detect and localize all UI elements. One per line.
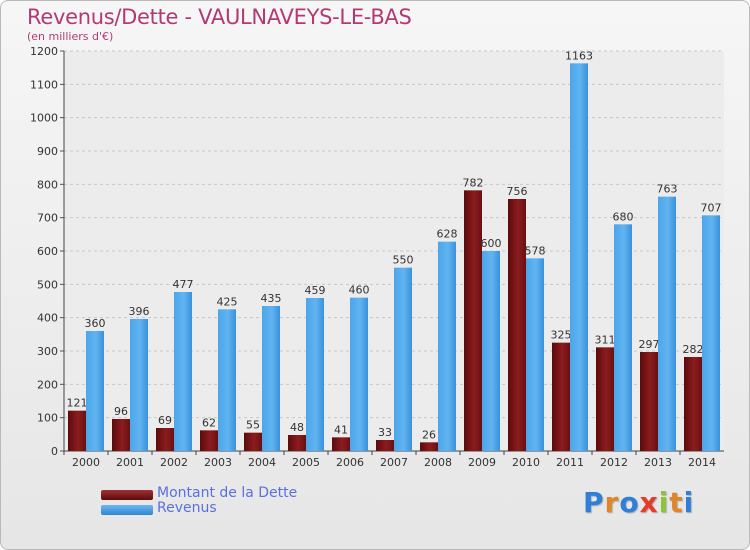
y-tick-label: 700 bbox=[37, 212, 58, 225]
y-tick-label: 0 bbox=[51, 445, 58, 458]
bar-dette bbox=[156, 428, 174, 451]
y-tick-label: 1000 bbox=[30, 112, 58, 125]
data-label-revenus: 578 bbox=[525, 244, 546, 257]
data-label-dette: 282 bbox=[683, 343, 704, 356]
data-label-dette: 41 bbox=[334, 423, 348, 436]
y-tick-label: 900 bbox=[37, 145, 58, 158]
data-label-dette: 48 bbox=[290, 421, 304, 434]
bar-dette bbox=[596, 347, 614, 451]
data-label-dette: 325 bbox=[551, 329, 572, 342]
y-tick-label: 500 bbox=[37, 278, 58, 291]
data-label-revenus: 477 bbox=[173, 278, 194, 291]
data-label-dette: 55 bbox=[246, 419, 260, 432]
data-label-dette: 69 bbox=[158, 414, 172, 427]
y-tick-label: 800 bbox=[37, 178, 58, 191]
data-label-revenus: 425 bbox=[217, 295, 238, 308]
y-tick-label: 1100 bbox=[30, 78, 58, 91]
y-tick-label: 600 bbox=[37, 245, 58, 258]
bar-revenus bbox=[658, 196, 676, 451]
x-tick-label: 2007 bbox=[380, 456, 408, 469]
data-label-revenus: 360 bbox=[85, 317, 106, 330]
bar-revenus bbox=[174, 292, 192, 451]
data-label-dette: 311 bbox=[595, 333, 616, 346]
data-label-revenus: 628 bbox=[437, 228, 458, 241]
legend-label-revenus: Revenus bbox=[157, 500, 217, 516]
bar-dette bbox=[508, 199, 526, 451]
y-tick-label: 100 bbox=[37, 412, 58, 425]
bar-dette bbox=[552, 342, 570, 451]
data-label-revenus: 550 bbox=[393, 254, 414, 267]
x-tick-label: 2001 bbox=[116, 456, 144, 469]
bar-revenus bbox=[86, 331, 104, 451]
bar-dette bbox=[112, 419, 130, 451]
x-tick-label: 2004 bbox=[248, 456, 276, 469]
x-tick-label: 2011 bbox=[556, 456, 584, 469]
data-label-dette: 33 bbox=[378, 426, 392, 439]
bar-dette bbox=[640, 352, 658, 451]
y-tick-label: 300 bbox=[37, 345, 58, 358]
bar-dette bbox=[200, 430, 218, 451]
proxiti-logo: Proxiti bbox=[583, 486, 695, 519]
x-tick-label: 2009 bbox=[468, 456, 496, 469]
bar-revenus bbox=[262, 306, 280, 451]
bar-revenus bbox=[218, 309, 236, 451]
data-label-revenus: 396 bbox=[129, 305, 150, 318]
bar-dette bbox=[244, 432, 262, 451]
data-label-revenus: 763 bbox=[657, 183, 678, 196]
y-tick-label: 200 bbox=[37, 378, 58, 391]
bar-revenus bbox=[350, 297, 368, 451]
bar-revenus bbox=[614, 224, 632, 451]
x-tick-label: 2005 bbox=[292, 456, 320, 469]
data-label-revenus: 600 bbox=[481, 237, 502, 250]
y-tick-label: 400 bbox=[37, 312, 58, 325]
bar-revenus bbox=[570, 63, 588, 451]
data-label-revenus: 707 bbox=[701, 201, 722, 214]
x-tick-label: 2012 bbox=[600, 456, 628, 469]
x-tick-label: 2008 bbox=[424, 456, 452, 469]
bar-dette bbox=[420, 442, 438, 451]
data-label-dette: 26 bbox=[422, 428, 436, 441]
legend-swatch-dette bbox=[101, 490, 153, 500]
x-tick-label: 2002 bbox=[160, 456, 188, 469]
x-tick-label: 2014 bbox=[688, 456, 716, 469]
bar-revenus bbox=[702, 215, 720, 451]
bar-revenus bbox=[482, 251, 500, 451]
data-label-revenus: 435 bbox=[261, 292, 282, 305]
data-label-revenus: 460 bbox=[349, 284, 370, 297]
x-tick-label: 2010 bbox=[512, 456, 540, 469]
bar-dette bbox=[68, 410, 86, 451]
data-label-revenus: 680 bbox=[613, 210, 634, 223]
bar-revenus bbox=[438, 241, 456, 451]
bar-dette bbox=[332, 437, 350, 451]
data-label-revenus: 1163 bbox=[565, 49, 593, 62]
y-tick-label: 1200 bbox=[30, 45, 58, 58]
bar-revenus bbox=[130, 319, 148, 451]
chart-subtitle: (en milliers d'€) bbox=[27, 30, 114, 43]
data-label-dette: 62 bbox=[202, 416, 216, 429]
x-tick-label: 2013 bbox=[644, 456, 672, 469]
bar-dette bbox=[464, 190, 482, 452]
x-tick-label: 2003 bbox=[204, 456, 232, 469]
data-label-dette: 297 bbox=[639, 338, 660, 351]
bar-revenus bbox=[526, 258, 544, 451]
bar-dette bbox=[684, 357, 702, 451]
legend-label-dette: Montant de la Dette bbox=[157, 485, 298, 501]
legend-swatch-revenus bbox=[101, 505, 153, 515]
data-label-dette: 121 bbox=[67, 397, 88, 410]
chart-title: Revenus/Dette - VAULNAVEYS-LE-BAS bbox=[27, 5, 412, 29]
data-label-dette: 96 bbox=[114, 405, 128, 418]
bar-dette bbox=[288, 435, 306, 451]
x-tick-label: 2006 bbox=[336, 456, 364, 469]
data-label-dette: 782 bbox=[463, 176, 484, 189]
bar-revenus bbox=[394, 267, 412, 451]
bar-revenus bbox=[306, 298, 324, 451]
data-label-revenus: 459 bbox=[305, 284, 326, 297]
data-label-dette: 756 bbox=[507, 185, 528, 198]
bar-dette bbox=[376, 440, 394, 451]
x-tick-label: 2000 bbox=[72, 456, 100, 469]
